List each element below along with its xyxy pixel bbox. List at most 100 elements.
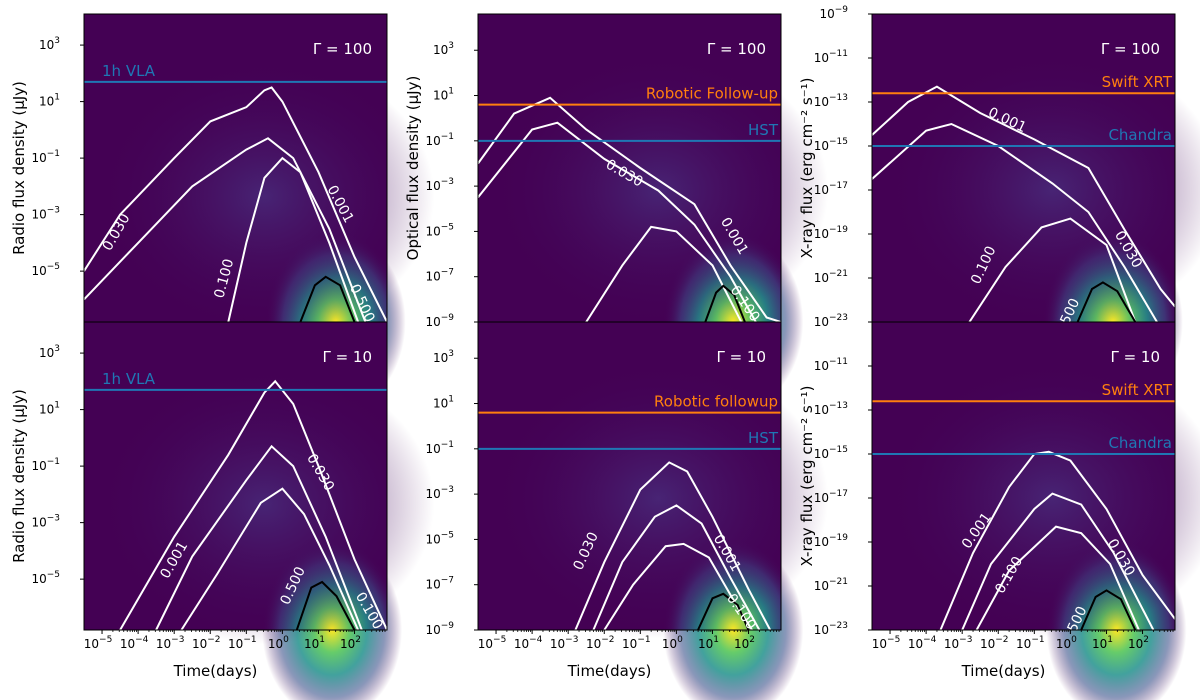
contour-line	[872, 122, 1158, 322]
contour-line	[574, 461, 772, 630]
contour-line	[975, 525, 1140, 630]
x-tick-label: 10−1	[1016, 635, 1045, 651]
y-tick-label: 101	[39, 93, 60, 109]
y-tick-label: 101	[433, 395, 454, 411]
y-tick-label: 10−17	[814, 181, 848, 197]
x-axis-label: Time(days)	[961, 662, 1046, 680]
y-tick-label: 10−3	[425, 485, 454, 501]
y-axis-label: X-ray flux (erg cm⁻² s⁻¹)	[798, 78, 816, 259]
y-tick-label: 10−5	[425, 530, 454, 546]
sensitivity-label: 1h VLA	[102, 62, 156, 80]
heatmap-haze	[488, 358, 829, 639]
x-tick-label: 10−1	[228, 635, 257, 651]
y-tick-label: 10−13	[814, 401, 848, 417]
y-tick-label: 10−3	[31, 514, 60, 530]
y-tick-label: 10−1	[31, 457, 60, 473]
y-tick-label: 10−3	[31, 206, 60, 222]
x-tick-label: 10−5	[478, 635, 507, 651]
y-tick-label: 103	[39, 344, 60, 360]
y-tick-label: 10−1	[31, 149, 60, 165]
y-axis-label: X-ray flux (erg cm⁻² s⁻¹)	[798, 386, 816, 567]
contour-line	[968, 217, 1137, 322]
x-tick-label: 101	[1092, 635, 1113, 651]
contour-line	[478, 121, 757, 322]
sensitivity-label: Chandra	[1108, 126, 1172, 144]
contour-line	[84, 137, 367, 322]
x-tick-label: 10−5	[84, 635, 113, 651]
x-tick-label: 10−1	[622, 635, 651, 651]
x-axis-label: Time(days)	[567, 662, 652, 680]
y-tick-label: 10−15	[814, 137, 848, 153]
y-tick-label: 10−5	[31, 262, 60, 278]
gamma-label: Γ = 100	[1101, 40, 1160, 58]
x-tick-label: 10−4	[120, 635, 149, 651]
x-tick-label: 102	[340, 635, 361, 651]
y-axis-label: Radio flux density (μJy)	[10, 389, 28, 563]
x-tick-label: 102	[734, 635, 755, 651]
heatmap-haze	[94, 364, 435, 645]
sensitivity-label: Robotic followup	[654, 393, 778, 411]
y-axis-label: Radio flux density (μJy)	[10, 81, 28, 255]
y-tick-label: 10−1	[425, 440, 454, 456]
y-tick-label: 10−21	[814, 577, 848, 593]
y-tick-label: 10−23	[814, 313, 848, 329]
contour-line	[939, 450, 1175, 630]
y-tick-label: 10−11	[814, 49, 848, 65]
contour-line	[180, 487, 360, 630]
x-tick-label: 10−4	[908, 635, 937, 651]
y-tick-label: 10−9	[425, 313, 454, 329]
y-tick-label: 10−19	[814, 533, 849, 549]
sensitivity-label: Chandra	[1108, 434, 1172, 452]
contour-line-black	[704, 284, 746, 322]
x-tick-label: 101	[698, 635, 719, 651]
y-tick-label: 10−13	[814, 93, 848, 109]
x-tick-label: 10−3	[156, 635, 185, 651]
gamma-label: Γ = 10	[322, 348, 372, 366]
x-tick-label: 101	[304, 635, 325, 651]
contour-line-black	[1080, 589, 1137, 630]
sensitivity-label: HST	[748, 121, 779, 139]
contour-line	[155, 444, 363, 630]
contour-line	[872, 85, 1175, 308]
y-tick-label: 10−7	[425, 576, 454, 592]
x-tick-label: 10−4	[514, 635, 543, 651]
x-tick-label: 100	[268, 635, 289, 651]
sensitivity-label: 1h VLA	[102, 370, 156, 388]
y-tick-label: 10−9	[819, 5, 848, 21]
y-tick-label: 10−17	[814, 489, 848, 505]
x-axis-label: Time(days)	[173, 662, 258, 680]
y-tick-label: 10−15	[814, 445, 848, 461]
x-tick-label: 10−2	[192, 635, 221, 651]
y-tick-label: 10−9	[425, 621, 454, 637]
sensitivity-label: Robotic Follow-up	[646, 85, 778, 103]
y-tick-label: 10−5	[31, 570, 60, 586]
y-tick-label: 101	[39, 401, 60, 417]
heatmap-haze	[94, 56, 435, 337]
y-tick-label: 10−1	[425, 132, 454, 148]
x-tick-label: 100	[662, 635, 683, 651]
gamma-label: Γ = 100	[707, 40, 766, 58]
contour-line	[478, 96, 781, 322]
y-tick-label: 10−11	[814, 357, 848, 373]
gamma-label: Γ = 100	[313, 40, 372, 58]
contour-line	[585, 225, 743, 322]
contour-line	[227, 156, 360, 322]
contour-line-black	[1076, 281, 1137, 322]
sensitivity-label: Swift XRT	[1102, 73, 1173, 91]
y-tick-label: 103	[433, 349, 454, 365]
x-tick-label: 10−3	[550, 635, 579, 651]
contour-line	[119, 379, 387, 630]
gamma-label: Γ = 10	[1110, 348, 1160, 366]
sensitivity-label: HST	[748, 429, 779, 447]
contour-line-black	[299, 275, 356, 322]
gamma-label: Γ = 10	[716, 348, 766, 366]
contour-line	[592, 504, 761, 630]
x-tick-label: 10−2	[980, 635, 1009, 651]
y-tick-label: 10−5	[425, 222, 454, 238]
y-tick-label: 103	[433, 41, 454, 57]
